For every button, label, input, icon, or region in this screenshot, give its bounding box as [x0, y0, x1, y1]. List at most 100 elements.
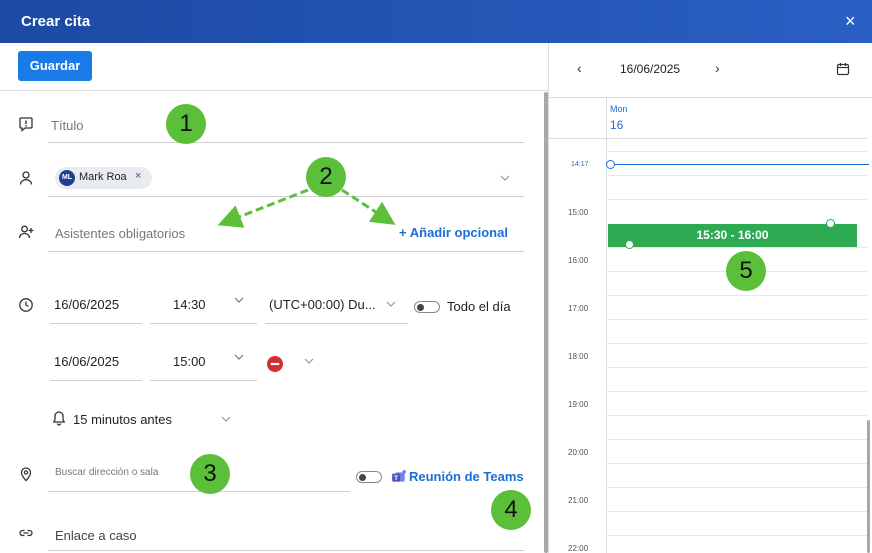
end-date-underline: [50, 380, 142, 381]
annotation-badge: 1: [166, 104, 206, 144]
end-date-input[interactable]: 16/06/2025: [54, 354, 120, 369]
link-icon: [18, 525, 34, 541]
day-name: Mon: [610, 104, 628, 114]
current-time-label: 14:17: [571, 161, 589, 168]
location-input[interactable]: Buscar dirección o sala: [55, 467, 159, 478]
grid-line: [607, 199, 867, 200]
chevron-down-icon[interactable]: [386, 301, 396, 307]
hour-label: 15:00: [568, 208, 589, 217]
chevron-down-icon[interactable]: [304, 358, 314, 364]
time-gutter-divider: [606, 97, 607, 553]
event-resize-handle-bottom[interactable]: [625, 240, 634, 249]
add-optional-button[interactable]: + Añadir opcional: [399, 225, 508, 240]
chevron-down-icon[interactable]: [234, 354, 244, 360]
grid-line: [607, 415, 867, 416]
chevron-down-icon[interactable]: [221, 416, 231, 422]
all-day-label: Todo el día: [447, 299, 511, 314]
current-time-marker: [606, 160, 615, 169]
timezone-select[interactable]: (UTC+00:00) Du...: [269, 297, 376, 312]
chevron-down-icon[interactable]: [500, 175, 510, 181]
hour-label: 17:00: [568, 304, 589, 313]
hour-label: 20:00: [568, 448, 589, 457]
annotation-badge: 5: [726, 251, 766, 291]
annotation-badge: 2: [306, 157, 346, 197]
teams-icon: T: [391, 469, 406, 483]
grid-line: [607, 319, 867, 320]
svg-text:T: T: [394, 475, 399, 482]
add-optional-label: Añadir opcional: [409, 225, 508, 240]
title-underline: [48, 142, 524, 143]
location-pin-icon: [18, 466, 34, 482]
grid-line: [607, 511, 867, 512]
organizer-chip: ML Mark Roa ×: [55, 167, 152, 189]
title-icon: [18, 116, 34, 132]
grid-line: [607, 391, 867, 392]
grid-line: [607, 151, 867, 152]
annotation-arrows: [217, 188, 396, 228]
start-date-input[interactable]: 16/06/2025: [54, 297, 120, 312]
end-time-underline: [150, 380, 257, 381]
grid-line: [607, 367, 867, 368]
person-icon: [18, 170, 34, 186]
required-attendees-input[interactable]: Asistentes obligatorios: [55, 226, 186, 241]
dialog-title: Crear cita: [21, 13, 91, 30]
status-icon[interactable]: [267, 356, 283, 372]
current-time-line: [611, 164, 869, 165]
start-date-underline: [50, 323, 142, 324]
grid-line: [607, 247, 867, 248]
annotation-badge: 4: [491, 490, 531, 530]
save-button[interactable]: Guardar: [18, 51, 92, 81]
calendar-icon[interactable]: [836, 62, 850, 76]
avatar: ML: [59, 170, 75, 186]
all-day-toggle[interactable]: [414, 301, 440, 313]
form-scrollbar[interactable]: [544, 92, 548, 553]
case-link-input[interactable]: Enlace a caso: [55, 528, 137, 543]
teams-meeting-link[interactable]: Reunión de Teams: [409, 469, 524, 484]
calendar-date: 16/06/2025: [620, 62, 681, 76]
next-day-button[interactable]: ›: [715, 60, 720, 76]
start-time-input[interactable]: 14:30: [173, 297, 206, 312]
prev-day-button[interactable]: ‹: [577, 60, 582, 76]
divider: [549, 97, 872, 98]
calendar-scrollbar[interactable]: [867, 420, 870, 553]
reminder-select[interactable]: 15 minutos antes: [73, 412, 173, 427]
panel-divider: [548, 43, 549, 553]
end-time-input[interactable]: 15:00: [173, 354, 206, 369]
title-input[interactable]: Título: [51, 118, 84, 133]
event-resize-handle-top[interactable]: [826, 219, 835, 228]
organizer-underline: [48, 196, 524, 197]
appointment-event[interactable]: 15:30 - 16:00: [608, 224, 857, 247]
grid-line: [607, 463, 867, 464]
hour-label: 21:00: [568, 496, 589, 505]
location-underline: [48, 491, 350, 492]
grid-line: [607, 343, 867, 344]
annotation-badge: 3: [190, 454, 230, 494]
hour-label: 22:00: [568, 544, 589, 553]
bell-icon: [51, 410, 67, 426]
close-icon[interactable]: ×: [845, 11, 856, 31]
case-link-underline: [48, 550, 524, 551]
dialog-header: Crear cita ×: [0, 0, 872, 43]
grid-line: [607, 175, 867, 176]
grid-line: [607, 487, 867, 488]
organizer-name: Mark Roa: [79, 171, 127, 183]
hour-label: 19:00: [568, 400, 589, 409]
grid-line: [607, 295, 867, 296]
plus-icon: +: [399, 225, 410, 240]
divider: [0, 90, 548, 91]
hour-label: 18:00: [568, 352, 589, 361]
remove-organizer-icon[interactable]: ×: [135, 170, 142, 182]
grid-line: [607, 439, 867, 440]
day-header-divider: [549, 138, 867, 139]
attendees-underline: [48, 251, 524, 252]
clock-icon: [18, 297, 34, 313]
start-time-underline: [150, 323, 257, 324]
hour-label: 16:00: [568, 256, 589, 265]
chevron-down-icon[interactable]: [234, 297, 244, 303]
grid-line: [607, 535, 867, 536]
add-person-icon: [18, 224, 34, 240]
teams-toggle[interactable]: [356, 471, 382, 483]
timezone-underline: [265, 323, 408, 324]
day-number[interactable]: 16: [610, 118, 624, 132]
